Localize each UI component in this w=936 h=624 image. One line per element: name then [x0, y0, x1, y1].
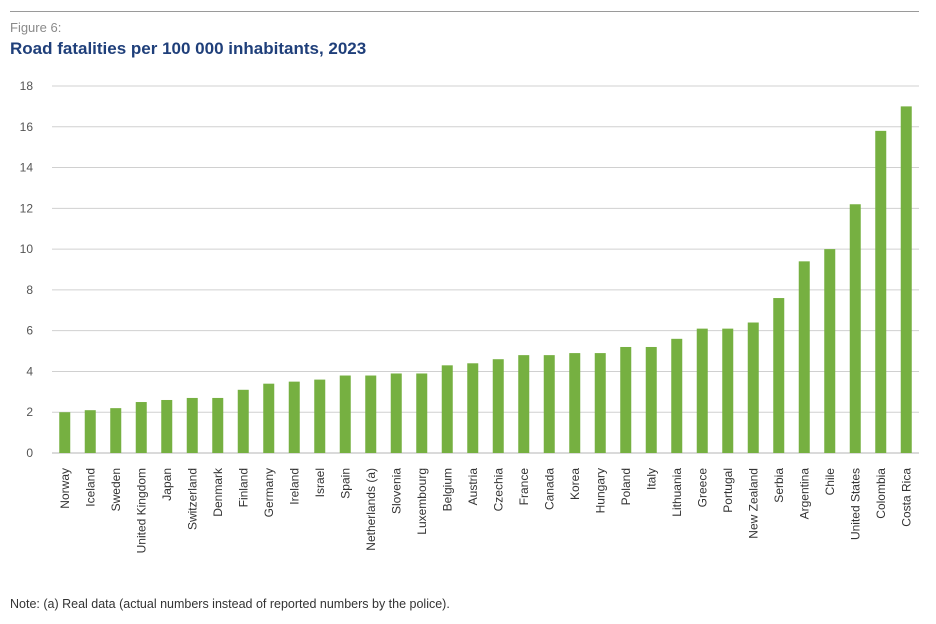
bar: [288, 381, 300, 453]
x-tick-label: Portugal: [721, 468, 735, 513]
bar: [186, 397, 198, 453]
x-tick-label: Italy: [644, 468, 658, 490]
x-tick-label: Finland: [236, 468, 250, 507]
x-axis-labels: Norway Iceland Sweden United Kingdom Japan Sw…: [58, 467, 914, 553]
x-tick-label: Korea: [568, 468, 582, 500]
bar: [875, 130, 887, 453]
bar: [339, 375, 351, 453]
x-tick-label: France: [517, 468, 531, 506]
bar: [467, 363, 479, 453]
x-tick-label: Costa Rica: [899, 468, 913, 527]
bar: [569, 353, 581, 453]
bar: [824, 249, 836, 453]
chart-note: Note: (a) Real data (actual numbers inst…: [10, 597, 450, 611]
x-tick-label: Chile: [823, 468, 837, 496]
x-tick-label: Colombia: [874, 468, 888, 519]
x-tick-label: Czechia: [491, 468, 505, 512]
bar: [237, 389, 249, 453]
chart-title: Road fatalities per 100 000 inhabitants,…: [10, 39, 367, 58]
bar-chart: 0 2 4 6 8 10 12 14 16 18 Norway Iceland Sweden Unite…: [20, 79, 919, 553]
bar: [900, 106, 912, 453]
x-tick-label: Ireland: [287, 468, 301, 505]
bar: [722, 328, 734, 453]
bar: [365, 375, 377, 453]
x-tick-label: Hungary: [593, 468, 607, 513]
x-tick-label: Netherlands (a): [364, 468, 378, 551]
top-divider: [10, 11, 919, 12]
x-tick-label: Germany: [262, 468, 276, 517]
x-tick-label: Israel: [313, 468, 327, 497]
x-tick-label: New Zealand: [746, 468, 760, 539]
x-tick-label: Argentina: [797, 468, 811, 520]
bar: [773, 298, 785, 453]
x-tick-label: United Kingdom: [134, 468, 148, 553]
bars: [59, 106, 912, 453]
x-tick-label: Austria: [466, 468, 480, 506]
x-tick-label: Denmark: [211, 467, 225, 517]
bar: [110, 408, 122, 453]
x-tick-label: Lithuania: [670, 468, 684, 517]
bar: [84, 410, 96, 453]
x-tick-label: Greece: [695, 468, 709, 508]
x-tick-label: Belgium: [440, 468, 454, 511]
y-tick-label: 18: [20, 79, 34, 93]
x-tick-label: Spain: [338, 468, 352, 499]
gridlines: [52, 85, 919, 454]
x-tick-label: Serbia: [772, 468, 786, 503]
figure-label: Figure 6:: [10, 20, 62, 35]
x-tick-label: Japan: [160, 468, 174, 501]
bar: [696, 328, 708, 453]
x-tick-label: Canada: [542, 468, 556, 510]
bar: [645, 346, 657, 453]
x-tick-label: United States: [848, 468, 862, 540]
bar: [798, 261, 810, 453]
bar: [518, 355, 530, 453]
bar: [543, 355, 555, 453]
y-tick-label: 10: [20, 242, 34, 256]
bar: [161, 399, 173, 453]
y-tick-label: 2: [26, 405, 33, 419]
x-tick-label: Norway: [58, 468, 72, 509]
y-tick-label: 8: [26, 283, 33, 297]
x-tick-label: Iceland: [83, 468, 97, 507]
x-tick-label: Sweden: [109, 468, 123, 511]
bar: [212, 397, 224, 453]
bar: [441, 365, 453, 453]
bar: [747, 322, 759, 453]
x-tick-label: Luxembourg: [415, 468, 429, 535]
bar: [390, 373, 402, 453]
bar: [620, 346, 632, 453]
x-tick-label: Poland: [619, 468, 633, 505]
y-tick-label: 16: [20, 120, 34, 134]
bar: [416, 373, 428, 453]
y-tick-label: 6: [26, 324, 33, 338]
bar: [671, 338, 683, 453]
y-axis-ticks: 0 2 4 6 8 10 12 14 16 18: [20, 79, 34, 460]
bar: [849, 204, 861, 453]
bar: [314, 379, 326, 453]
bar: [492, 359, 504, 453]
bar: [594, 353, 606, 453]
bar: [135, 402, 147, 453]
y-tick-label: 12: [20, 201, 34, 215]
y-tick-label: 0: [26, 446, 33, 460]
x-tick-label: Switzerland: [185, 468, 199, 530]
bar: [59, 412, 71, 453]
y-tick-label: 4: [26, 364, 33, 378]
y-tick-label: 14: [20, 161, 34, 175]
bar: [263, 383, 275, 453]
x-tick-label: Slovenia: [389, 468, 403, 514]
